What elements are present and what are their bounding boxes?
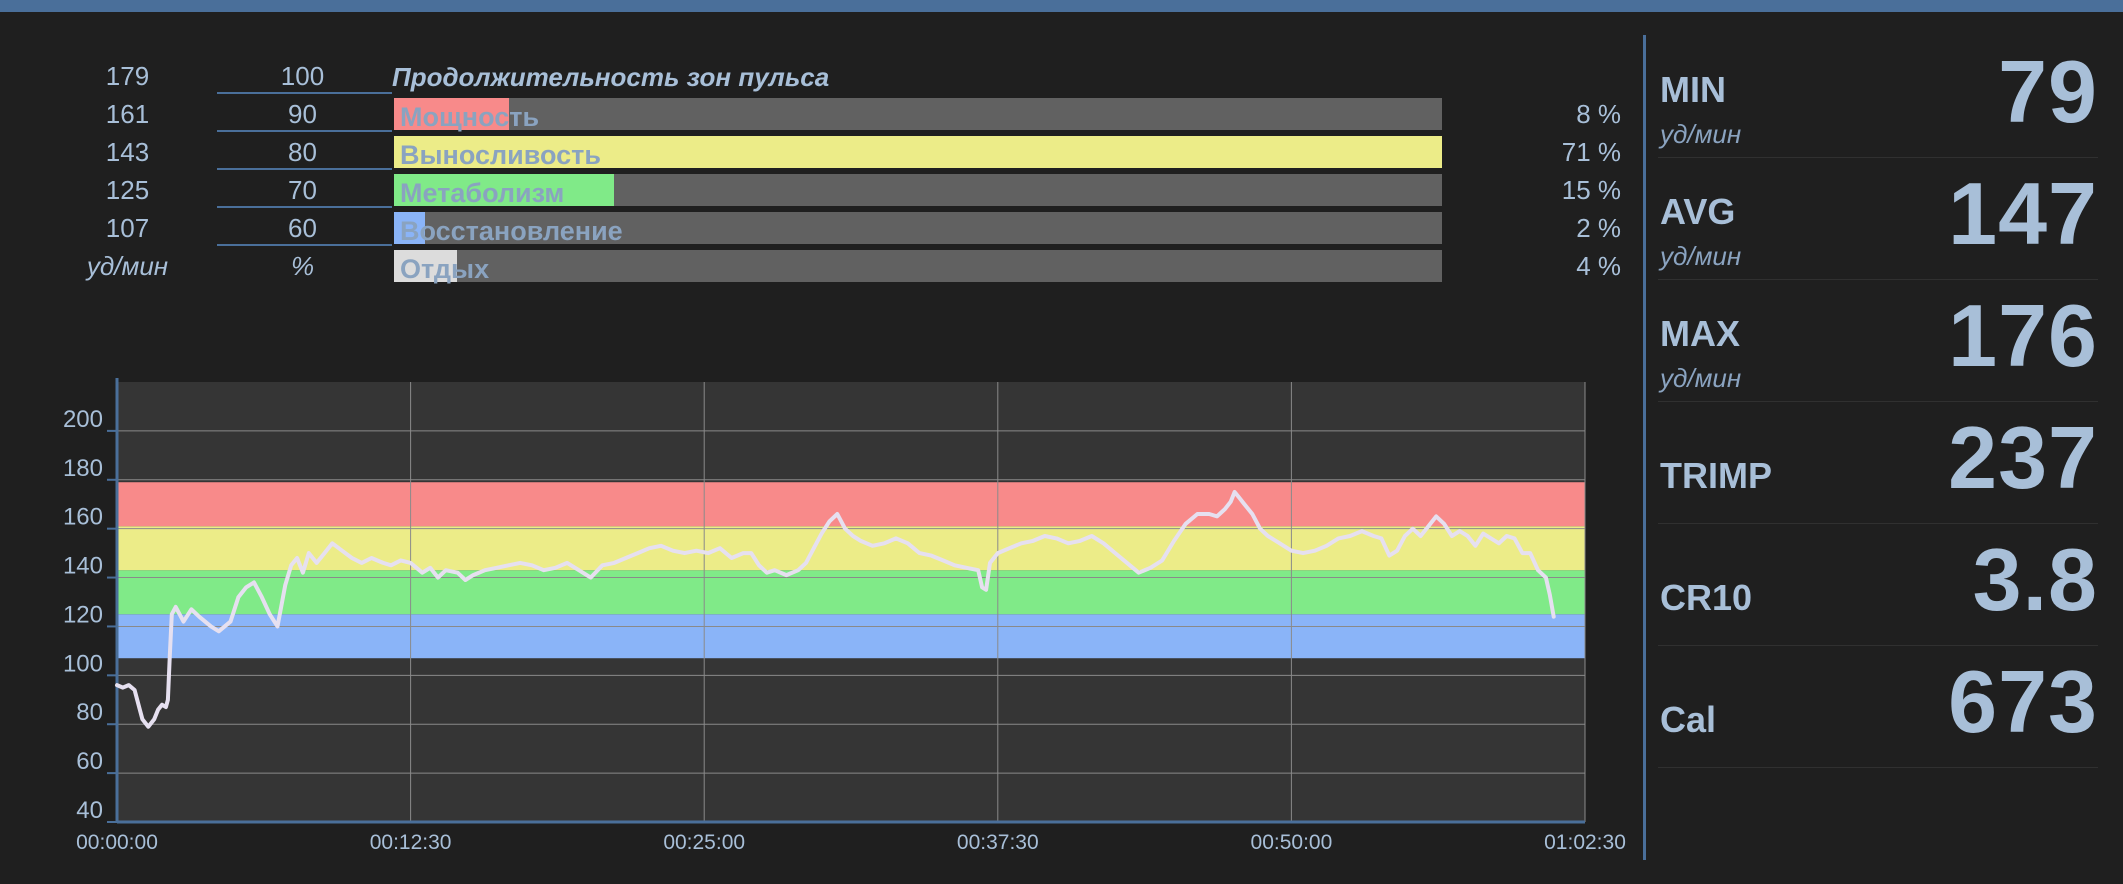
threshold-pct: 80 <box>288 137 317 167</box>
stat-value: 79 <box>1998 42 2098 141</box>
heart-rate-chart: 40 60 80 100 120 140 160 180 200 00:00:00 00:12:30… <box>63 378 1626 854</box>
stat-value: 176 <box>1948 286 2098 385</box>
x-tick-label: 00:25:00 <box>663 831 745 854</box>
threshold-bpm: 107 <box>105 213 150 243</box>
y-tick-label: 120 <box>63 601 103 628</box>
threshold-divider <box>217 206 392 208</box>
threshold-bpm: 161 <box>105 99 150 129</box>
zone-bar-endurance: Выносливость <box>394 136 1442 170</box>
y-tick-label: 160 <box>63 504 103 531</box>
zone-band <box>117 482 1585 527</box>
zone-bar-fill <box>394 174 615 206</box>
x-tick-label: 00:00:00 <box>76 831 158 854</box>
zone-bar-fill <box>394 136 1442 168</box>
zone-bar-power: Мощность <box>394 98 1442 132</box>
zone-percent: 8 % <box>1576 99 1621 129</box>
zone-percent: 4 % <box>1576 251 1621 281</box>
stat-unit: уд/мин <box>1660 119 1742 149</box>
x-tick-label: 00:37:30 <box>957 831 1039 854</box>
stat-value: 673 <box>1948 652 2098 751</box>
threshold-pct: 60 <box>288 213 317 243</box>
zone-band <box>117 614 1585 659</box>
threshold-divider <box>217 244 392 246</box>
zone-label: Выносливость <box>400 140 601 170</box>
x-tick-label: 00:12:30 <box>370 831 452 854</box>
stat-calories: Cal 673 <box>1658 645 2098 768</box>
y-tick-label: 40 <box>76 797 103 824</box>
percent-unit-label: % <box>290 251 315 281</box>
stat-avg: AVG уд/мин 147 <box>1658 157 2098 280</box>
y-tick-label: 140 <box>63 553 103 580</box>
threshold-pct: 100 <box>280 61 325 91</box>
zone-bar-metabolism: Метаболизм <box>394 174 1442 208</box>
y-tick-label: 180 <box>63 455 103 482</box>
threshold-pct: 90 <box>288 99 317 129</box>
zone-bar-recovery: Восстановление <box>394 212 1442 246</box>
top-accent-bar <box>0 0 2123 12</box>
threshold-pct: 70 <box>288 175 317 205</box>
stat-name: MAX <box>1660 313 1740 354</box>
zone-bar-fill <box>394 250 457 282</box>
x-tick-label: 00:50:00 <box>1251 831 1333 854</box>
y-tick-label: 80 <box>76 699 103 726</box>
stat-trimp: TRIMP 237 <box>1658 401 2098 524</box>
zone-band <box>117 570 1585 615</box>
zone-label: Метаболизм <box>400 178 565 208</box>
threshold-bpm: 143 <box>105 137 150 167</box>
threshold-divider <box>217 168 392 170</box>
stat-cr10: CR10 3.8 <box>1658 523 2098 646</box>
stat-name: Cal <box>1660 699 1717 740</box>
zone-label: Восстановление <box>400 216 623 246</box>
zone-bar-rest: Отдых <box>394 250 1442 284</box>
stat-name: MIN <box>1660 69 1726 110</box>
zone-label: Отдых <box>400 254 490 284</box>
zone-bar-fill <box>394 212 426 244</box>
y-tick-label: 200 <box>63 406 103 433</box>
stat-value: 3.8 <box>1972 530 2098 629</box>
y-tick-label: 100 <box>63 650 103 677</box>
threshold-bpm: 179 <box>105 61 150 91</box>
stat-unit: уд/мин <box>1660 241 1742 271</box>
zone-percent: 15 % <box>1561 175 1621 205</box>
zone-percent: 71 % <box>1561 137 1621 167</box>
heart-rate-line <box>115 490 1556 729</box>
threshold-bpm: 125 <box>105 175 150 205</box>
stat-name: TRIMP <box>1660 455 1772 496</box>
zone-percent: 2 % <box>1576 213 1621 243</box>
bpm-unit-label: уд/мин <box>86 251 169 281</box>
zone-bar-fill <box>394 98 510 130</box>
y-tick-label: 60 <box>76 748 103 775</box>
panel-divider <box>1643 35 1646 860</box>
threshold-divider <box>217 130 392 132</box>
zone-label: Мощность <box>400 102 540 132</box>
stat-name: CR10 <box>1660 577 1753 618</box>
stat-min: MIN уд/мин 79 <box>1658 35 2098 158</box>
x-tick-label: 01:02:30 <box>1544 831 1626 854</box>
stat-name: AVG <box>1660 191 1736 232</box>
stat-max: MAX уд/мин 176 <box>1658 279 2098 402</box>
zone-table-title: Продолжительность зон пульса <box>392 62 830 92</box>
stat-value: 237 <box>1948 408 2098 507</box>
stat-unit: уд/мин <box>1660 363 1742 393</box>
threshold-divider <box>217 92 392 94</box>
stat-value: 147 <box>1948 164 2098 263</box>
